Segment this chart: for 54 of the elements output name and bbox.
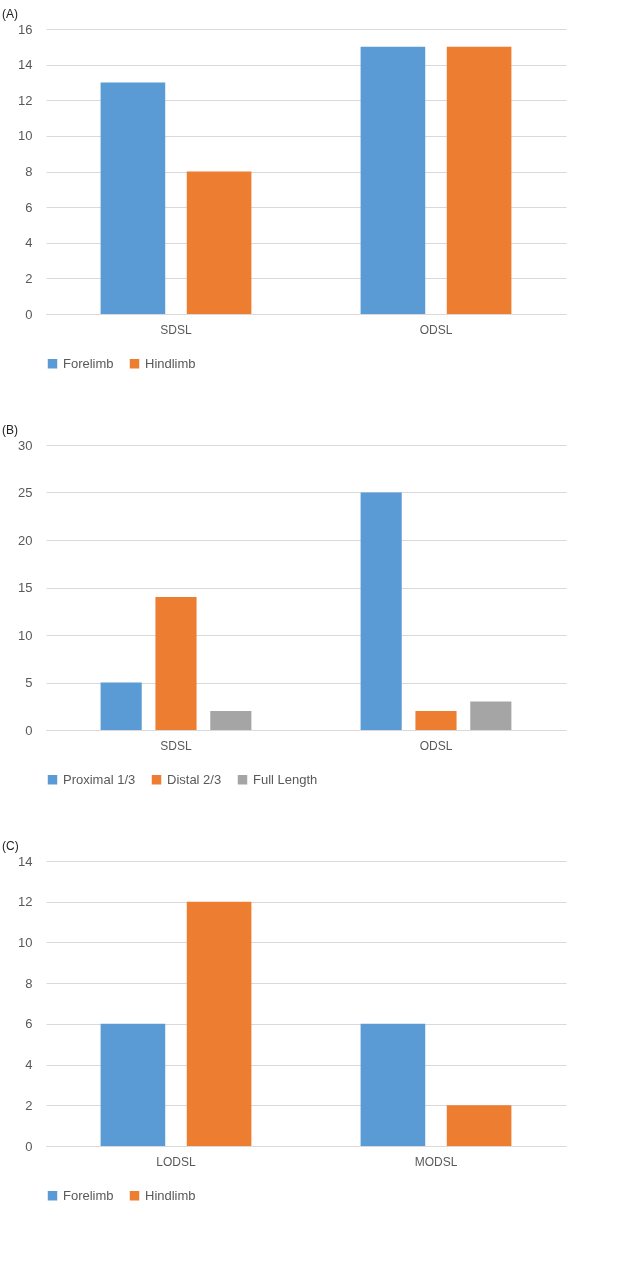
legend-label: Forelimb [63,355,114,371]
bar [186,901,252,1146]
y-tick-label: 0 [25,1138,33,1154]
chart-title: (A) [2,7,18,21]
bar [446,46,512,314]
legend-label: Hindlimb [145,355,196,371]
chart-title: (C) [2,839,19,853]
y-tick-label: 30 [18,437,33,453]
y-tick-label: 10 [18,627,33,643]
y-tick-label: 12 [18,894,33,910]
y-tick-label: 0 [25,722,33,738]
x-tick-label: MODSL [414,1154,458,1169]
y-tick-label: 6 [25,1016,33,1032]
bar [155,597,197,730]
y-tick-label: 14 [18,57,33,73]
x-tick-label: SDSL [160,322,192,337]
y-tick-label: 16 [18,21,33,37]
bar [470,701,512,730]
bar [100,82,166,314]
y-tick-label: 4 [25,1057,33,1073]
y-tick-label: 10 [18,934,33,950]
y-tick-label: 20 [18,532,33,548]
y-tick-label: 15 [18,580,33,595]
y-tick-label: 12 [18,92,33,108]
bar [446,1105,512,1146]
x-tick-label: SDSL [160,738,192,753]
y-tick-label: 2 [25,270,33,286]
y-tick-label: 10 [18,128,33,144]
y-tick-label: 5 [25,675,33,690]
legend-label: Proximal 1/3 [63,771,136,787]
y-tick-label: 25 [18,485,33,500]
bar [186,171,252,314]
x-tick-label: ODSL [419,738,453,753]
y-tick-label: 14 [18,853,33,869]
bar [360,492,402,730]
bar [100,1023,166,1146]
legend-label: Hindlimb [145,1187,196,1203]
bar [210,711,252,730]
y-tick-label: 8 [25,164,33,179]
x-tick-label: ODSL [419,322,453,337]
legend-label: Forelimb [63,1187,114,1203]
y-tick-label: 8 [25,975,33,991]
x-tick-label: LODSL [156,1154,196,1169]
y-tick-label: 2 [25,1097,33,1113]
legend-label: Distal 2/3 [167,771,222,787]
bar [100,682,142,730]
bar [360,46,426,314]
bar [415,711,457,730]
y-tick-label: 4 [25,235,33,251]
y-tick-label: 0 [25,306,33,322]
y-tick-label: 6 [25,199,33,215]
chart-title: (B) [2,423,18,437]
bar [360,1023,426,1146]
legend-label: Full Length [253,771,318,787]
